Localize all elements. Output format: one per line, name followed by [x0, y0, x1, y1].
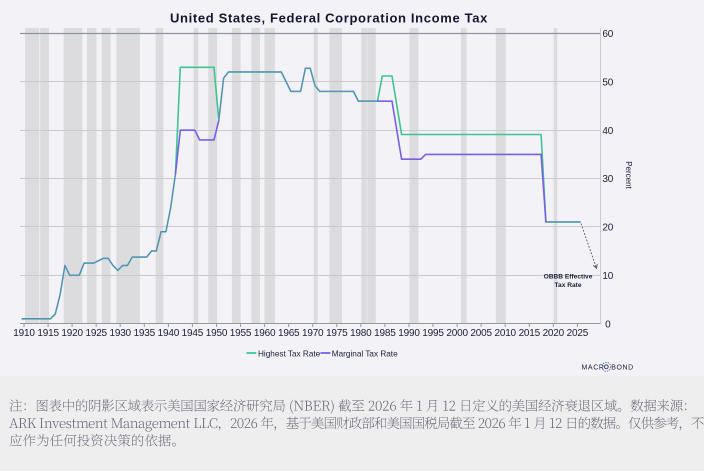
svg-text:Tax Rate: Tax Rate: [555, 282, 582, 289]
svg-text:1985: 1985: [374, 328, 396, 339]
svg-text:30: 30: [602, 174, 613, 185]
svg-text:1965: 1965: [278, 328, 300, 339]
svg-text:1945: 1945: [182, 328, 204, 339]
svg-text:1955: 1955: [230, 328, 252, 339]
svg-text:1950: 1950: [206, 328, 228, 339]
svg-text:2020: 2020: [543, 328, 565, 339]
svg-text:1975: 1975: [326, 328, 348, 339]
svg-text:BOND: BOND: [611, 364, 634, 371]
svg-text:60: 60: [602, 29, 613, 40]
svg-text:20: 20: [602, 223, 613, 234]
svg-text:1910: 1910: [13, 328, 35, 339]
svg-text:2025: 2025: [567, 328, 589, 339]
svg-text:1935: 1935: [134, 328, 156, 339]
svg-text:1980: 1980: [350, 328, 372, 339]
svg-text:Marginal Tax Rate: Marginal Tax Rate: [332, 350, 398, 359]
svg-text:10: 10: [602, 271, 613, 282]
svg-text:1925: 1925: [85, 328, 107, 339]
svg-text:2010: 2010: [494, 328, 516, 339]
svg-text:1915: 1915: [37, 328, 59, 339]
svg-text:0: 0: [605, 319, 611, 330]
svg-text:2015: 2015: [519, 328, 541, 339]
svg-text:1940: 1940: [158, 328, 180, 339]
svg-text:Percent: Percent: [624, 161, 633, 189]
svg-text:1990: 1990: [398, 328, 420, 339]
svg-text:United States, Federal Corpora: United States, Federal Corporation Incom…: [170, 11, 488, 26]
svg-text:40: 40: [602, 126, 613, 137]
svg-text:1995: 1995: [422, 328, 444, 339]
svg-text:2005: 2005: [470, 328, 492, 339]
svg-text:1930: 1930: [109, 328, 131, 339]
svg-text:2000: 2000: [446, 328, 468, 339]
svg-text:OBBB Effective: OBBB Effective: [544, 274, 593, 281]
svg-text:1960: 1960: [254, 328, 276, 339]
svg-text:50: 50: [602, 77, 613, 88]
svg-text:1920: 1920: [61, 328, 83, 339]
svg-text:Highest Tax Rate: Highest Tax Rate: [258, 350, 321, 359]
svg-text:MACR: MACR: [582, 364, 605, 371]
svg-text:1970: 1970: [302, 328, 324, 339]
